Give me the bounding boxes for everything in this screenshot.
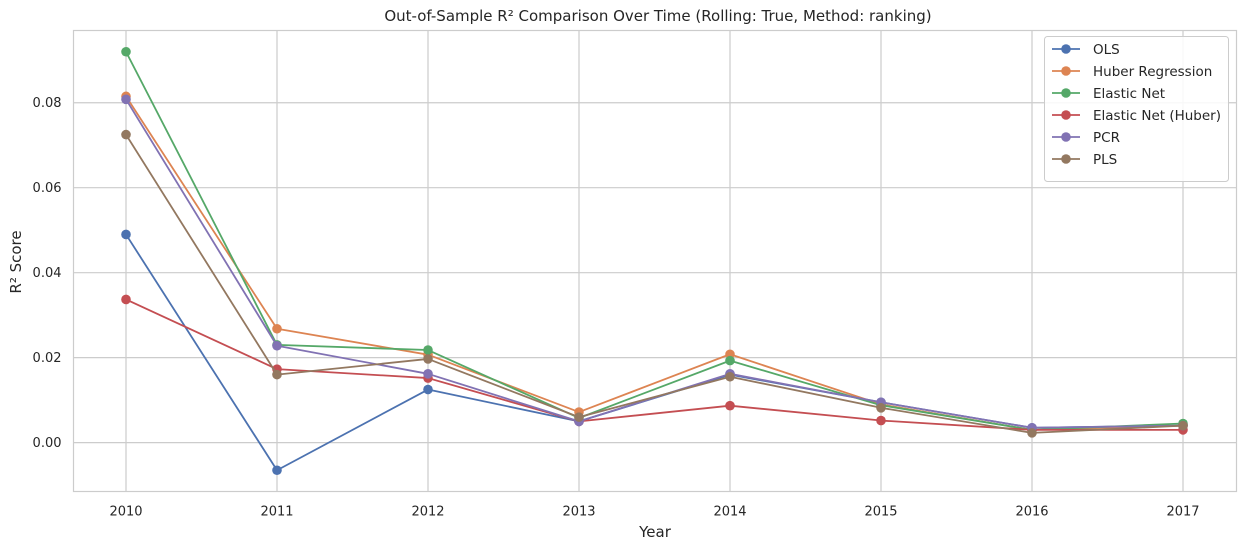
- legend-swatch-marker: [1061, 154, 1071, 164]
- x-tick-label: 2010: [109, 505, 142, 520]
- series-lines: [121, 46, 1188, 476]
- legend: OLS Huber Regression Elastic Net Elastic Ne…: [1044, 36, 1229, 182]
- series-line: [125, 134, 1184, 434]
- data-point: [423, 384, 433, 395]
- x-tick-label: 2011: [260, 505, 293, 520]
- legend-item: OLS: [1052, 42, 1120, 58]
- legend-swatch-marker: [1061, 88, 1071, 98]
- legend-item: Elastic Net (Huber): [1052, 108, 1221, 124]
- plot-area: [72, 29, 1238, 493]
- x-tick-label: 2016: [1015, 505, 1048, 520]
- data-point: [423, 345, 433, 355]
- data-point: [1178, 420, 1188, 431]
- data-point: [423, 354, 433, 364]
- data-point: [423, 369, 433, 379]
- y-tick-labels: 0.00 0.02 0.04 0.06 0.08: [33, 96, 62, 451]
- data-point: [272, 465, 282, 476]
- data-point: [1027, 428, 1037, 438]
- data-point: [121, 294, 131, 305]
- data-point: [272, 369, 282, 380]
- data-point: [121, 229, 131, 240]
- data-point: [121, 129, 131, 140]
- y-tick-label: 0.04: [33, 266, 62, 281]
- y-tick-label: 0.00: [33, 436, 62, 451]
- legend-swatch-marker: [1061, 44, 1071, 54]
- data-point: [272, 340, 282, 351]
- data-point: [725, 371, 735, 382]
- legend-swatch-marker: [1061, 66, 1071, 76]
- legend-swatch-marker: [1061, 110, 1071, 120]
- y-axis-title: R² Score: [7, 230, 25, 293]
- chart-title: Out-of-Sample R² Comparison Over Time (R…: [384, 7, 931, 25]
- data-point: [121, 94, 131, 105]
- legend-swatch-marker: [1061, 132, 1071, 142]
- x-tick-label: 2013: [562, 505, 595, 520]
- legend-item: Elastic Net: [1052, 86, 1165, 102]
- x-tick-label: 2017: [1166, 505, 1199, 520]
- x-tick-label: 2012: [411, 505, 444, 520]
- legend-label: Elastic Net (Huber): [1093, 108, 1221, 124]
- legend-label: PLS: [1093, 152, 1117, 168]
- data-point: [121, 46, 131, 57]
- legend-box: [1044, 36, 1229, 182]
- data-point: [725, 355, 735, 366]
- y-tick-label: 0.06: [33, 181, 62, 196]
- legend-item: PCR: [1052, 130, 1120, 146]
- x-tick-label: 2014: [713, 505, 746, 520]
- series-5: [121, 129, 1188, 438]
- legend-label: PCR: [1093, 130, 1120, 146]
- legend-item: PLS: [1052, 152, 1117, 168]
- x-tick-label: 2015: [864, 505, 897, 520]
- x-tick-labels: 2010 2011 2012 2013 2014 2015 2016 2017: [109, 505, 1199, 520]
- data-point: [876, 402, 886, 413]
- data-point: [725, 400, 735, 411]
- series-line: [125, 51, 1184, 431]
- y-tick-label: 0.08: [33, 96, 62, 111]
- data-point: [272, 323, 282, 334]
- legend-label: Elastic Net: [1093, 86, 1165, 102]
- legend-item: Huber Regression: [1052, 64, 1212, 80]
- legend-label: Huber Regression: [1093, 64, 1212, 80]
- x-axis-title: Year: [638, 523, 672, 541]
- data-point: [876, 415, 886, 426]
- y-tick-label: 0.02: [33, 351, 62, 366]
- data-point: [574, 412, 584, 422]
- legend-label: OLS: [1093, 42, 1120, 58]
